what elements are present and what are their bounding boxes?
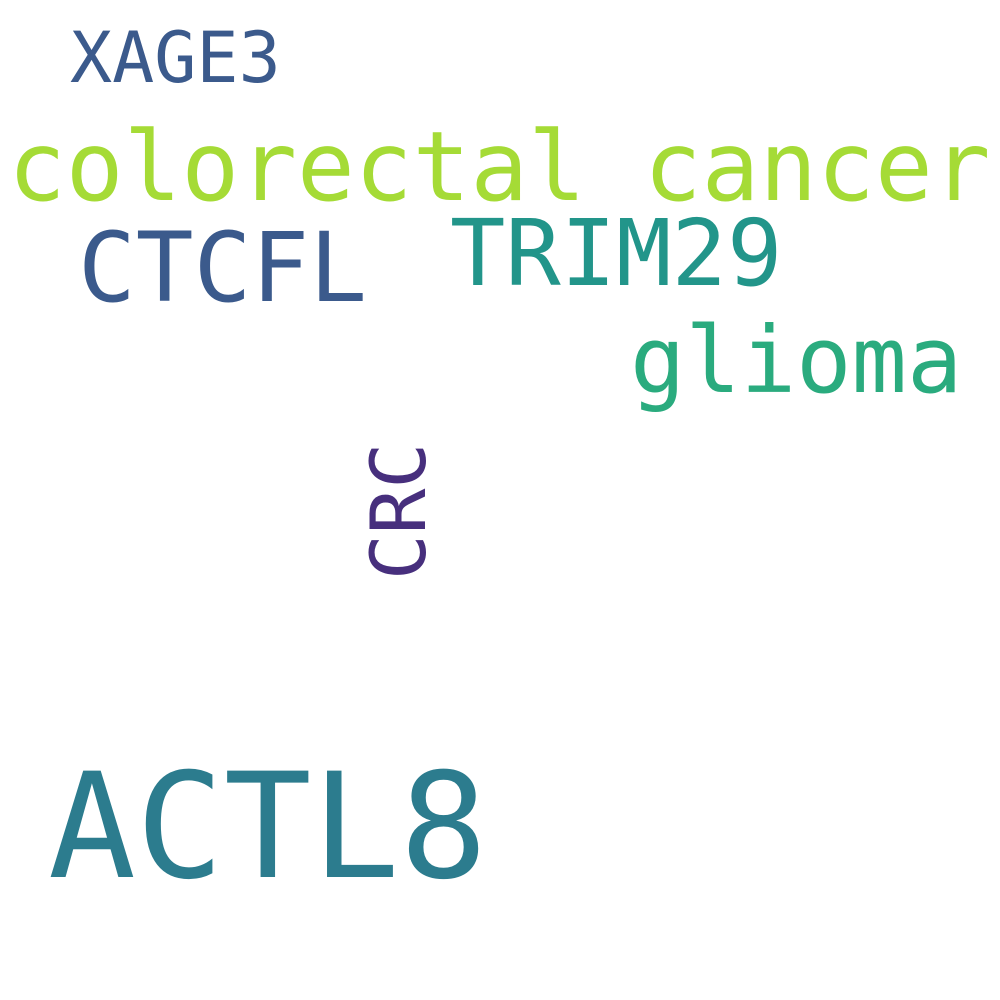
word-trim29: TRIM29 — [450, 200, 783, 307]
word-crc: CRC — [354, 442, 443, 580]
word-colorectal-cancer: colorectal cancer — [8, 111, 991, 223]
word-ctcfl: CTCFL — [78, 212, 367, 324]
word-xage3: XAGE3 — [70, 17, 281, 99]
word-glioma: glioma — [630, 307, 963, 414]
word-actl8: ACTL8 — [48, 742, 488, 912]
